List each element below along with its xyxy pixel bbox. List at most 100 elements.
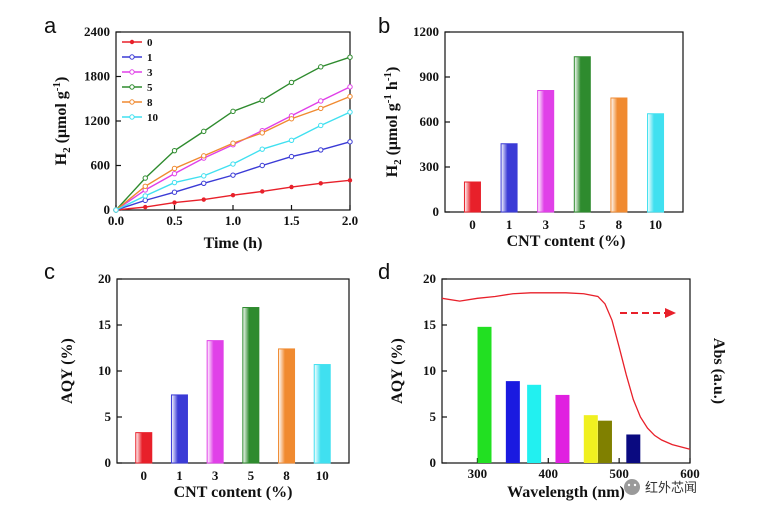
chart-d-xtick-label: 500 [609, 466, 629, 481]
chart-a-point [318, 98, 324, 104]
chart-c-xlabel: CNT content (%) [174, 484, 293, 501]
chart-c-bar-0 [135, 432, 153, 464]
chart-c-xtick-label: 1 [176, 468, 183, 483]
chart-a-point [171, 147, 178, 154]
chart-d-ytick-label: 10 [423, 363, 436, 378]
chart-d-bar-520 [626, 434, 641, 463]
chart-a-point [201, 180, 207, 187]
chart-d-xlabel: Wavelength (nm) [507, 484, 625, 501]
chart-d-ytick-label: 0 [430, 455, 437, 470]
chart-a-point [230, 172, 236, 178]
chart-a-legend-marker [129, 114, 135, 120]
chart-b-xtick-label: 0 [469, 217, 476, 232]
chart-a-point [288, 153, 295, 160]
chart-c: 0 5 10 15 20 0 1 3 5 8 10 CNT content (%) AQY (%) [59, 271, 350, 501]
chart-d-bar-420 [555, 394, 570, 463]
chart-b-ytick-label: 1200 [413, 24, 439, 39]
chart-c-bar-10 [313, 364, 331, 464]
chart-a-xtick-label: 1.0 [225, 213, 241, 228]
chart-a-point [318, 147, 324, 153]
chart-c-xtick-label: 3 [212, 468, 219, 483]
chart-a-point [347, 54, 353, 60]
chart-b-bar-0 [463, 181, 481, 213]
chart-a-point [142, 197, 148, 204]
chart-a-legend-marker [129, 54, 135, 60]
chart-a-point [347, 178, 353, 183]
chart-a-point [347, 139, 353, 145]
chart-a-point [318, 122, 324, 129]
chart-a-point [142, 175, 148, 181]
chart-b-ylabel: H2 (μmol g-1 h-1) [382, 67, 404, 178]
chart-b-xtick-label: 3 [542, 217, 549, 232]
chart-a-point [259, 97, 265, 103]
chart-a-ytick-label: 0 [104, 202, 111, 217]
panel-label-d: d [378, 259, 390, 284]
chart-a-point [347, 84, 353, 90]
chart-d-bar-380 [527, 384, 542, 463]
chart-b-bar-10 [647, 113, 665, 213]
chart-a-legend-label: 8 [147, 97, 153, 109]
chart-d-bar-350 [505, 381, 520, 463]
chart-a-ytick-label: 2400 [84, 24, 110, 39]
chart-a-point [142, 193, 148, 199]
chart-a-legend-marker [129, 69, 135, 75]
chart-a-legend-marker [129, 84, 135, 90]
chart-a-point [288, 137, 295, 143]
chart-d-bar-480 [597, 420, 612, 463]
chart-a-legend-label: 5 [147, 82, 153, 94]
chart-a-ylabel: H2 (μmol g-1) [51, 77, 73, 166]
chart-c-ytick-label: 0 [105, 455, 112, 470]
chart-a-legend-label: 10 [147, 112, 159, 124]
chart-c-xtick-label: 0 [141, 468, 148, 483]
chart-b-bar-8 [610, 97, 628, 213]
panel-label-a: a [44, 13, 57, 38]
chart-b: 0 300 600 900 1200 0 1 3 5 8 10 CNT content (%) H2… [382, 24, 684, 250]
chart-a-point [259, 162, 265, 169]
chart-a-point [318, 181, 323, 186]
chart-a-point [201, 128, 207, 135]
watermark: 红外芯闻 [624, 479, 697, 496]
chart-a-xlabel: Time (h) [204, 235, 263, 252]
chart-d-bar-310 [477, 326, 492, 463]
chart-a-point [347, 109, 353, 115]
chart-d-y2label: Abs (a.u.) [710, 338, 727, 404]
chart-a-legend-marker [129, 39, 135, 45]
chart-a-point [201, 153, 207, 159]
chart-a-point [318, 105, 324, 112]
chart-a-point [142, 183, 148, 189]
chart-d-xtick-label: 400 [539, 466, 559, 481]
chart-a-legend-marker [129, 99, 135, 105]
chart-c-xtick-label: 10 [316, 468, 329, 483]
panel-label-c: c [44, 259, 55, 284]
chart-a-xtick-label: 2.0 [342, 213, 358, 228]
wechat-icon [624, 479, 640, 495]
chart-d-xtick-label: 600 [680, 466, 700, 481]
abs-arrow [620, 308, 676, 318]
chart-a-point [230, 140, 236, 146]
chart-b-xtick-label: 1 [506, 217, 513, 232]
chart-a-legend-label: 1 [147, 52, 153, 64]
chart-c-ytick-label: 15 [98, 317, 112, 332]
chart-d-ylabel: AQY (%) [389, 338, 406, 404]
chart-c-bar-3 [206, 340, 224, 464]
chart-a-point [230, 161, 236, 167]
chart-d-ytick-label: 15 [423, 317, 437, 332]
chart-a-xtick-label: 1.5 [283, 213, 300, 228]
chart-a-point [113, 207, 119, 213]
chart-b-xtick-label: 5 [579, 217, 586, 232]
chart-c-ylabel: AQY (%) [59, 338, 76, 404]
chart-a-point [230, 192, 236, 198]
chart-b-xtick-label: 8 [616, 217, 623, 232]
chart-a-point [172, 200, 177, 205]
chart-a-point [230, 108, 236, 115]
chart-a-point [347, 93, 353, 100]
chart-d-ytick-label: 20 [423, 271, 436, 286]
chart-a-xtick-label: 0.0 [108, 213, 124, 228]
chart-b-ytick-label: 900 [420, 69, 440, 84]
chart-b-ytick-label: 600 [420, 114, 440, 129]
chart-c-bar-1 [170, 394, 188, 464]
chart-b-xlabel: CNT content (%) [507, 233, 626, 250]
chart-a-xtick-label: 0.5 [166, 213, 183, 228]
